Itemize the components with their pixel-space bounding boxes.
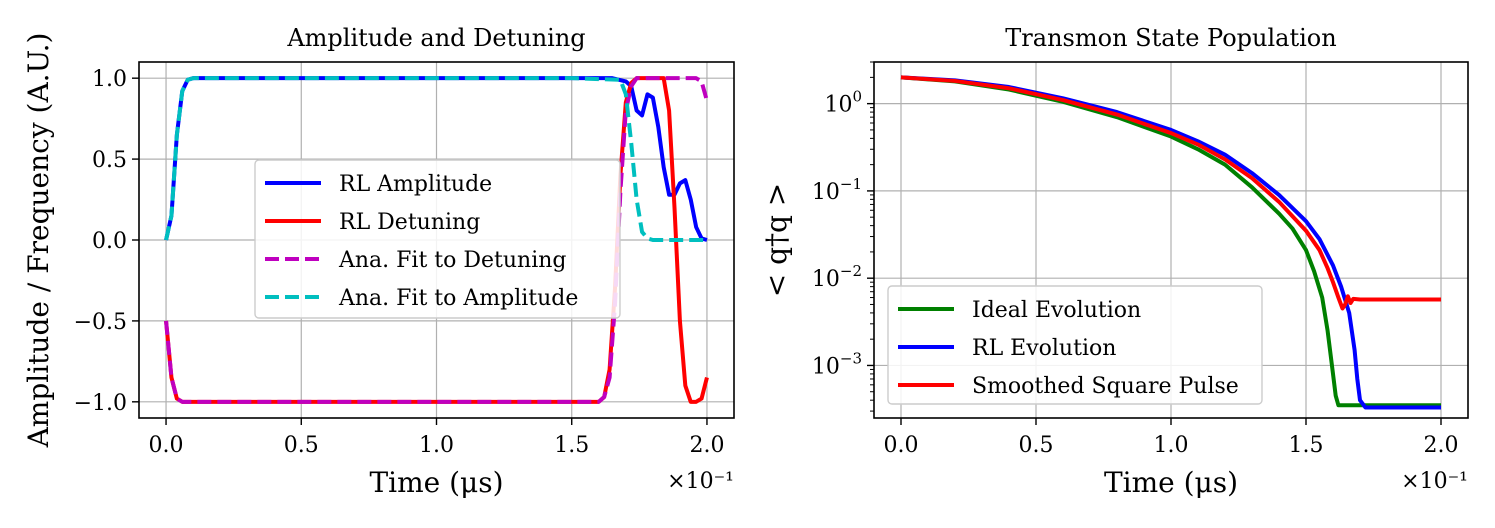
x-axis-label: Time (μs) <box>1104 466 1238 499</box>
x-tick-label: 0.5 <box>284 433 319 458</box>
y-axis-label: Amplitude / Frequency (A.U.) <box>22 33 55 449</box>
y-tick-label: 1.0 <box>92 67 127 92</box>
legend: Ideal Evolution RL Evolution Smoothed Squa… <box>887 285 1263 405</box>
legend-label: RL Detuning <box>339 210 480 235</box>
y-tick-label: 0.0 <box>92 229 127 254</box>
series-line-ana-fit-to-amplitude <box>164 76 707 242</box>
legend: RL Amplitude RL Detuning Ana. Fit to Detun… <box>254 159 621 319</box>
x-axis-label: Time (μs) <box>369 466 503 499</box>
chart-panel-2: 0.0 0.5 1.0 1.5 2.0 10−3 10−2 10−1 100 Transmon S… <box>760 24 1469 499</box>
y-tick-label: −1.0 <box>74 391 127 416</box>
x-tick-label: 1.5 <box>554 433 589 458</box>
legend-label: Smoothed Square Pulse <box>972 374 1239 399</box>
legend-label: Ana. Fit to Detuning <box>338 248 567 273</box>
legend-box <box>254 159 621 319</box>
series-group <box>900 75 1441 410</box>
series-line-ideal-evolution <box>900 75 1441 408</box>
legend-label: RL Evolution <box>972 336 1116 361</box>
series-group <box>164 76 709 404</box>
series-line-ana-fit-to-detuning <box>164 76 709 404</box>
y-tick-label: 0.5 <box>92 148 127 173</box>
x-tick-label: 1.0 <box>1154 433 1189 458</box>
y-tick-label: 100 <box>824 88 862 118</box>
x-tick-label: 0.5 <box>1019 433 1054 458</box>
y-axis-label: < q†q > <box>760 183 793 298</box>
legend-label: RL Amplitude <box>339 172 492 197</box>
x-tick-label: 1.0 <box>419 433 454 458</box>
legend-label: Ana. Fit to Amplitude <box>338 286 578 311</box>
legend-label: Ideal Evolution <box>972 298 1141 323</box>
chart-title: Transmon State Population <box>1005 24 1336 52</box>
y-tick-label: 10−1 <box>812 175 862 205</box>
y-tick-label: −0.5 <box>74 310 127 335</box>
x-tick-label: 0.0 <box>149 433 184 458</box>
x-tick-label: 2.0 <box>689 433 724 458</box>
x-tick-label: 2.0 <box>1424 433 1459 458</box>
y-tick-label: 10−3 <box>812 349 862 379</box>
legend-box <box>887 285 1263 405</box>
y-tick-label: 10−2 <box>812 262 862 292</box>
x-axis-multiplier: ×10⁻¹ <box>1401 469 1468 494</box>
series-line-smoothed-square-pulse <box>900 75 1441 311</box>
x-tick-label: 1.5 <box>1289 433 1324 458</box>
x-tick-label: 0.0 <box>884 433 919 458</box>
chart-panel-1: 0.0 0.5 1.0 1.5 2.0 −1.0 −0.5 0.0 0.5 1.0 Amplitud… <box>22 24 735 499</box>
x-axis-multiplier: ×10⁻¹ <box>667 469 734 494</box>
chart-title: Amplitude and Detuning <box>286 24 585 52</box>
